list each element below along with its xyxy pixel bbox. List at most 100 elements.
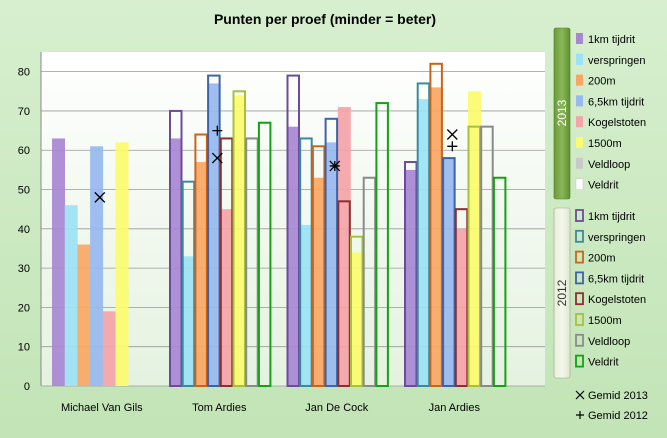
legend-label-2013: Veldloop — [588, 159, 630, 171]
bar-2012 — [362, 176, 377, 387]
legend-swatch-2012 — [575, 229, 584, 243]
legend-swatch-2013 — [576, 157, 583, 169]
y-axis-ticks: 0 10 20 30 40 50 60 70 80 — [18, 67, 30, 393]
bar-2013 — [455, 228, 469, 386]
bar-2012 — [442, 157, 456, 387]
legend-label-2013: verspringen — [588, 55, 645, 67]
marker-gemid-2013 — [211, 152, 223, 164]
legend-swatch-2013 — [576, 33, 583, 44]
bar-2012 — [311, 145, 326, 387]
x-axis-categories: Michael Van Gils Tom Ardies Jan De Cock Jan… — [61, 402, 481, 414]
legend-label-2013: 1km tijdrit — [588, 34, 635, 46]
bar-2013 — [417, 99, 431, 386]
bar-2013 — [337, 107, 351, 386]
bar-2012 — [286, 74, 300, 387]
bar-2012 — [257, 121, 272, 388]
legend-label-2013: Veldrit — [588, 180, 619, 192]
bar-2013 — [220, 209, 234, 386]
bar-2013 — [52, 138, 65, 386]
marker-gemid-2012 — [212, 125, 223, 136]
legend-swatch-2012 — [575, 313, 584, 326]
legend-swatch-2012 — [575, 354, 584, 368]
bar-2013 — [404, 169, 418, 386]
bar-2012 — [169, 109, 183, 388]
marker-gemid-2012 — [329, 160, 340, 171]
legend-swatch-2013 — [576, 74, 583, 86]
category-label: Jan De Cock — [305, 402, 368, 414]
legend-label-marker: Gemid 2013 — [588, 390, 648, 402]
legend-label-2013: 200m — [588, 76, 616, 88]
y-tick-label: 30 — [18, 263, 30, 275]
legend-label-2012: Kogelstoten — [588, 294, 646, 306]
y-tick-label: 20 — [18, 302, 30, 314]
bar-2013 — [312, 177, 326, 386]
legend-label-2012: 6,5km tijdrit — [588, 273, 644, 285]
bar-2012 — [299, 137, 313, 387]
legend-label-2012: Veldloop — [588, 336, 630, 348]
chart-title: Punten per proef (minder = beter) — [214, 11, 436, 27]
legend-swatch-2013 — [576, 53, 583, 65]
legend-marker-x — [575, 390, 585, 400]
bar-2013 — [287, 126, 300, 387]
legend-label-2012: Veldrit — [588, 357, 619, 369]
legend-swatch-2013 — [576, 137, 583, 148]
bar-2013 — [233, 95, 246, 387]
legend-label-2012: 200m — [588, 253, 616, 265]
bar-2012 — [245, 137, 259, 387]
bar-2012 — [350, 235, 364, 387]
bar-2013 — [207, 83, 221, 386]
bar-2013 — [77, 244, 91, 386]
markers-layer — [94, 125, 458, 203]
bar-2012 — [181, 180, 196, 387]
bar-2012 — [480, 125, 494, 388]
bar-2012 — [337, 200, 351, 387]
legend-label-2012: 1km tijdrit — [588, 211, 635, 223]
bar-2012 — [219, 137, 234, 387]
legend-swatch-2013 — [576, 116, 583, 128]
legend-label-2013: 1500m — [588, 138, 622, 150]
legend-band-2013 — [553, 27, 571, 200]
category-label: Jan Ardies — [429, 402, 481, 414]
bar-2013 — [102, 311, 116, 386]
marker-gemid-2013 — [94, 191, 106, 203]
bar-2013 — [442, 158, 456, 386]
bar-2012 — [492, 176, 507, 387]
legend-marker-plus — [576, 411, 584, 419]
legend-swatch-2013 — [575, 178, 584, 190]
bar-2012 — [194, 133, 208, 387]
bar-2012 — [429, 62, 443, 387]
bar-2012 — [232, 90, 246, 387]
legend-year-2012: 2012 — [555, 279, 569, 306]
legend-label-2012: verspringen — [588, 232, 645, 244]
legend-swatch-2012 — [575, 333, 584, 347]
legend-label-2013: 6,5km tijdrit — [588, 96, 644, 108]
y-tick-label: 0 — [24, 381, 30, 393]
y-tick-label: 50 — [18, 185, 30, 197]
bar-2013 — [182, 256, 196, 386]
legend-swatch-2012 — [575, 292, 584, 306]
bar-2013 — [169, 138, 183, 386]
legend-swatch-2012 — [575, 271, 584, 285]
bar-2012 — [404, 161, 418, 387]
bar-2013 — [115, 142, 129, 386]
legend-label-marker: Gemid 2012 — [588, 410, 648, 422]
legend-band-2012 — [553, 207, 571, 379]
legend-swatch-2012 — [575, 209, 584, 222]
bar-2013 — [90, 146, 104, 386]
bar-2012 — [454, 208, 469, 387]
category-label: Tom Ardies — [192, 402, 247, 414]
legend-swatch-2013 — [576, 95, 583, 107]
bar-2013 — [194, 162, 208, 386]
bar-2012 — [324, 117, 339, 388]
legend-swatch-2012 — [575, 250, 584, 264]
bars-layer — [52, 62, 507, 388]
legend-label-2013: Kogelstoten — [588, 117, 646, 129]
marker-gemid-2012 — [447, 141, 458, 152]
bar-2012 — [207, 74, 221, 387]
marker-gemid-2013 — [446, 129, 458, 140]
bar-2012 — [467, 125, 481, 388]
bar-2012 — [416, 82, 431, 387]
bar-2013 — [64, 205, 78, 386]
